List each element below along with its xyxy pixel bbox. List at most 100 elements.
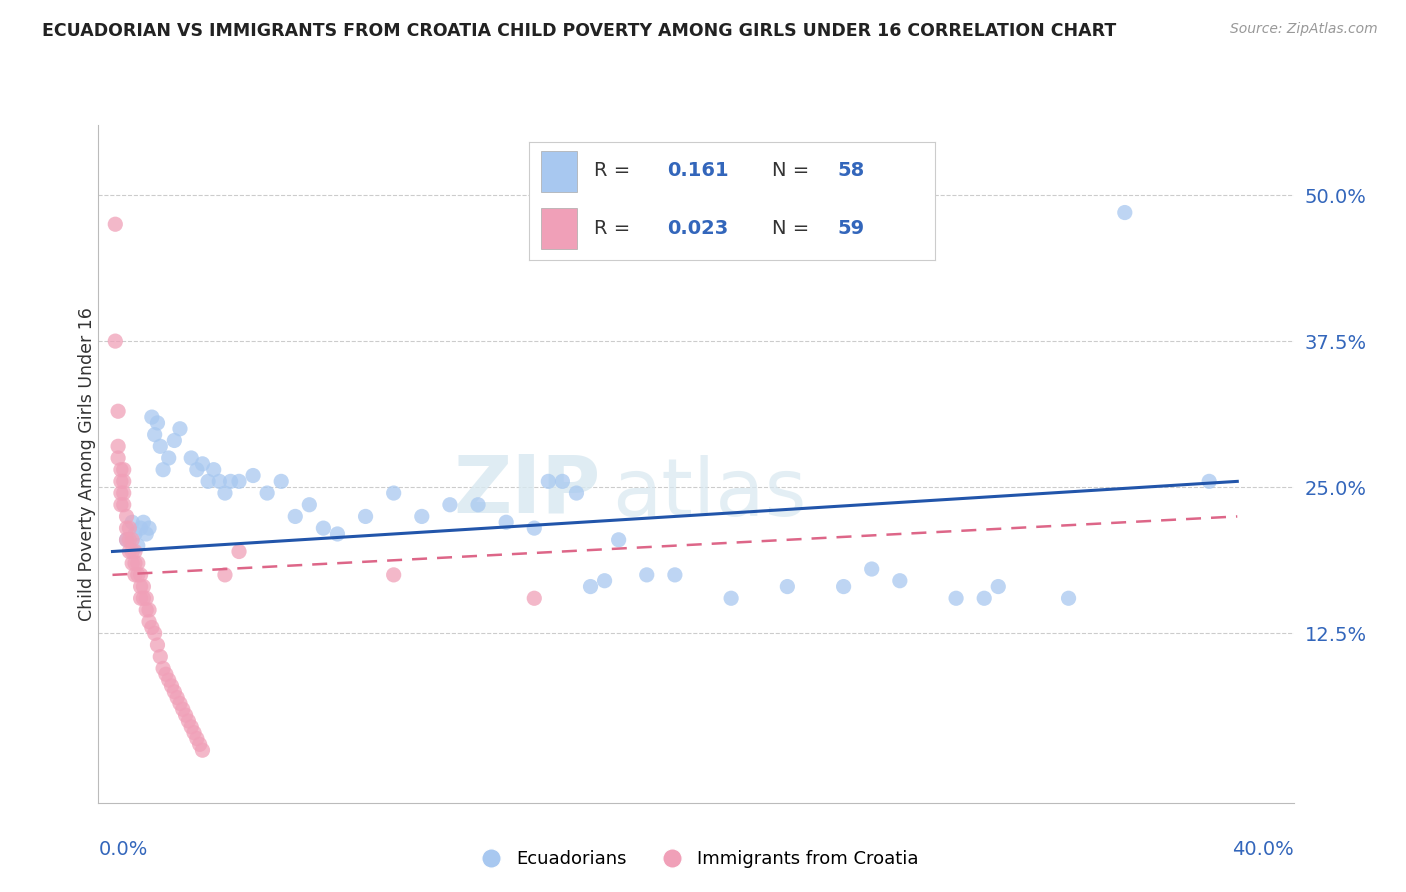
Point [382,567,405,582]
Point [110,498,132,512]
Point [945,591,967,606]
Point [664,567,686,582]
Y-axis label: Child Poverty Among Girls Under 16: Child Poverty Among Girls Under 16 [79,307,96,621]
Point [467,498,489,512]
Point [152,463,174,477]
Point [163,685,186,699]
Point [197,475,219,489]
Point [202,463,225,477]
Point [832,580,855,594]
Point [1198,475,1220,489]
Point [776,580,799,594]
Point [270,475,292,489]
Point [160,679,183,693]
Point [121,516,143,530]
Point [110,463,132,477]
Point [523,521,546,535]
Point [107,439,129,453]
Point [973,591,995,606]
Point [208,475,231,489]
Point [112,463,135,477]
FancyBboxPatch shape [541,152,578,192]
Point [157,450,180,465]
Point [132,580,155,594]
Point [118,521,141,535]
Point [242,468,264,483]
Point [523,591,546,606]
Text: ZIP: ZIP [453,452,600,530]
Point [129,591,152,606]
Point [124,567,146,582]
Point [720,591,742,606]
Text: 0.023: 0.023 [666,219,728,238]
Point [191,743,214,757]
Point [115,533,138,547]
Point [132,516,155,530]
Point [121,544,143,558]
Point [124,544,146,558]
Point [860,562,883,576]
Point [118,533,141,547]
Point [143,427,166,442]
Text: R =: R = [593,161,630,180]
Point [636,567,658,582]
Point [107,450,129,465]
Point [132,591,155,606]
Point [579,580,602,594]
Text: 59: 59 [838,219,865,238]
Point [537,475,560,489]
Point [163,434,186,448]
Text: 58: 58 [838,161,865,180]
Point [593,574,616,588]
Point [186,463,208,477]
FancyBboxPatch shape [541,208,578,249]
Point [143,626,166,640]
Point [411,509,433,524]
Point [112,486,135,500]
Point [104,334,127,348]
Point [219,475,242,489]
Point [298,498,321,512]
Point [214,486,236,500]
Text: N =: N = [772,219,810,238]
Point [124,556,146,570]
Point [138,521,160,535]
Point [115,533,138,547]
Point [166,690,188,705]
Point [228,544,250,558]
Point [110,475,132,489]
Point [186,731,208,746]
Point [112,498,135,512]
Point [284,509,307,524]
Text: 0.161: 0.161 [666,161,728,180]
Point [188,737,211,751]
Point [129,580,152,594]
Text: 0.0%: 0.0% [98,840,148,859]
Point [889,574,911,588]
Point [127,539,149,553]
Point [112,475,135,489]
Text: atlas: atlas [612,455,807,533]
Point [129,567,152,582]
Point [1114,205,1136,219]
Point [138,603,160,617]
Point [354,509,377,524]
Point [118,544,141,558]
Point [135,603,157,617]
Point [174,708,197,723]
Text: Source: ZipAtlas.com: Source: ZipAtlas.com [1230,22,1378,37]
Point [326,527,349,541]
Point [191,457,214,471]
Point [135,591,157,606]
Point [141,410,163,425]
Point [135,527,157,541]
Point [110,486,132,500]
Point [551,475,574,489]
Point [565,486,588,500]
Point [152,661,174,675]
Point [104,217,127,231]
Text: 40.0%: 40.0% [1232,840,1294,859]
Point [141,620,163,634]
Text: N =: N = [772,161,810,180]
Point [127,567,149,582]
